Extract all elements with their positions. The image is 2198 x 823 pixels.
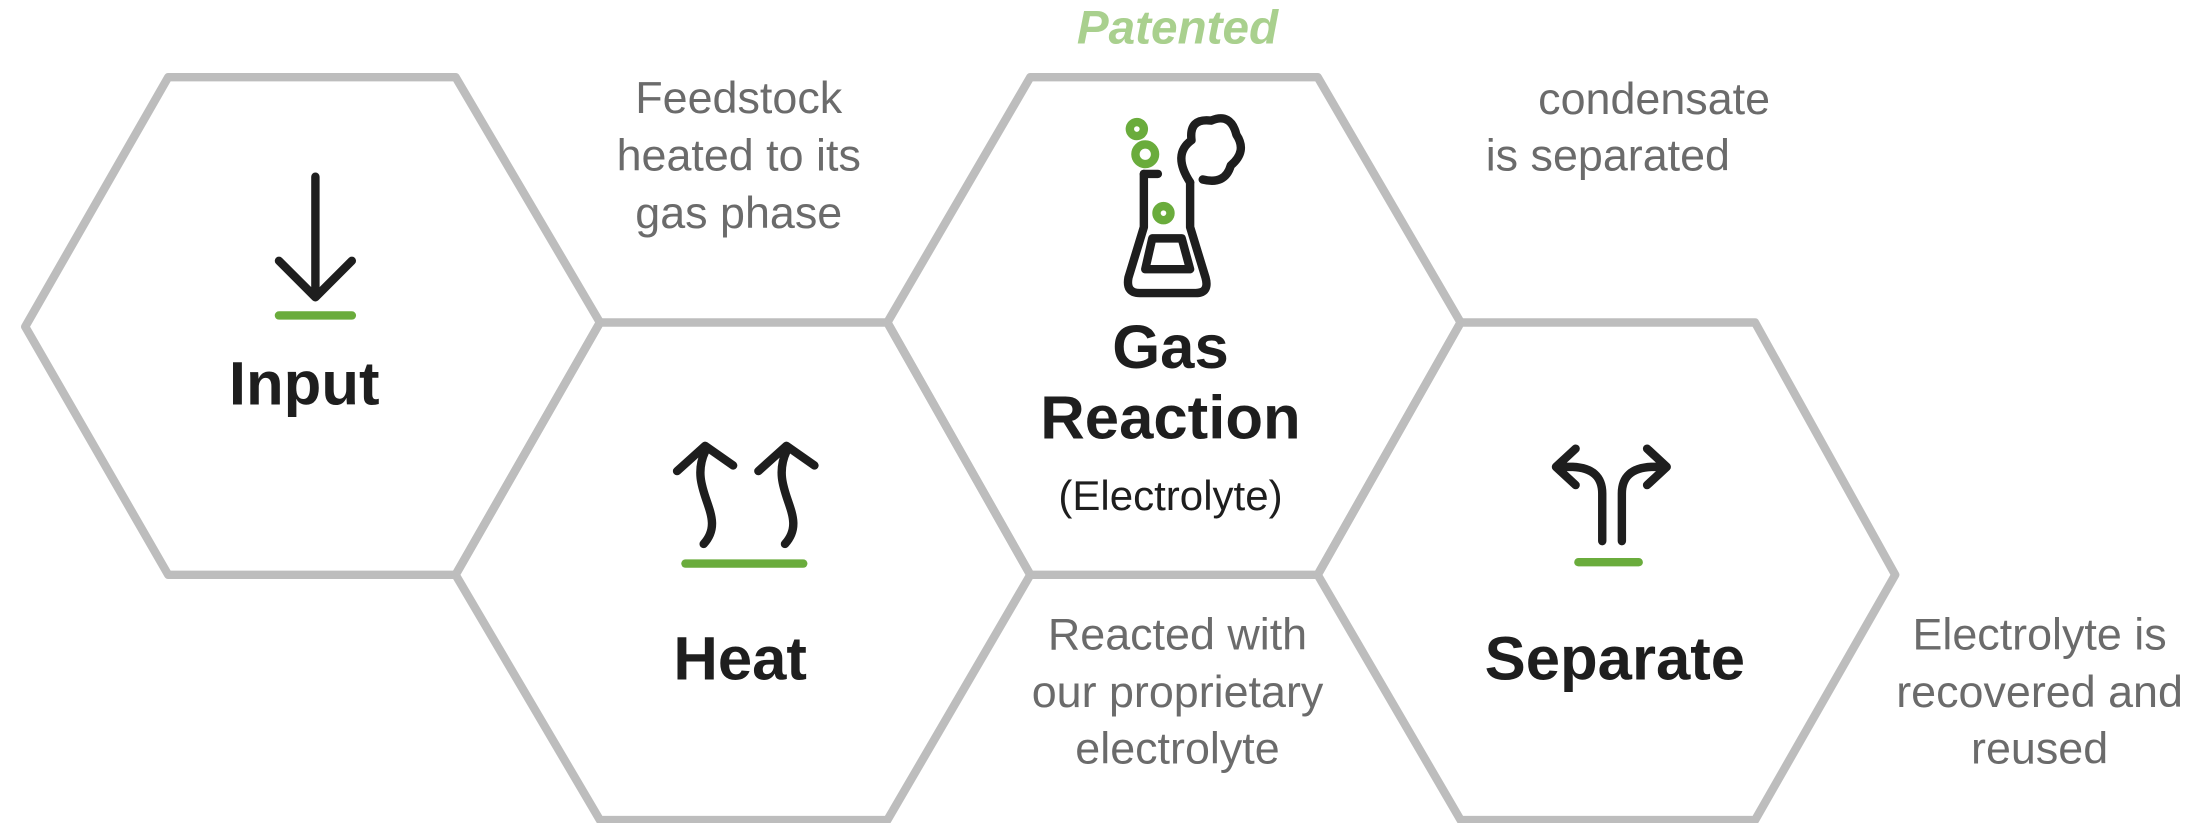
note-line: Feedstock [635, 72, 842, 123]
step-label: Gas [1112, 313, 1229, 382]
step-label: Reaction [1040, 383, 1300, 452]
step-label: Heat [673, 624, 807, 693]
note-line: recovered and [1896, 666, 2183, 717]
note-line: our proprietary [1032, 666, 1324, 717]
note-line: heated to its [617, 129, 861, 180]
step-sublabel: (Electrolyte) [1058, 472, 1282, 519]
split-icon [1551, 444, 1671, 567]
input-icon [274, 172, 357, 320]
flask-icon [1123, 114, 1246, 298]
step-label: Input [229, 350, 380, 419]
note-line: Electrolyte is [1912, 609, 2166, 660]
note-line: reused [1971, 722, 2108, 773]
hexagon [1313, 318, 1900, 823]
note-line: electrolyte [1075, 722, 1279, 773]
hexagon [451, 318, 1035, 823]
note-line: is separated [1486, 129, 1730, 180]
note-line: Reacted with [1048, 609, 1307, 660]
hexagon [21, 72, 605, 580]
step-label: Separate [1485, 624, 1745, 693]
note-line: condensate [1538, 73, 1770, 124]
heat-icon [672, 441, 819, 568]
patent-label: Patented [1077, 2, 1279, 55]
note-line: gas phase [635, 187, 842, 238]
